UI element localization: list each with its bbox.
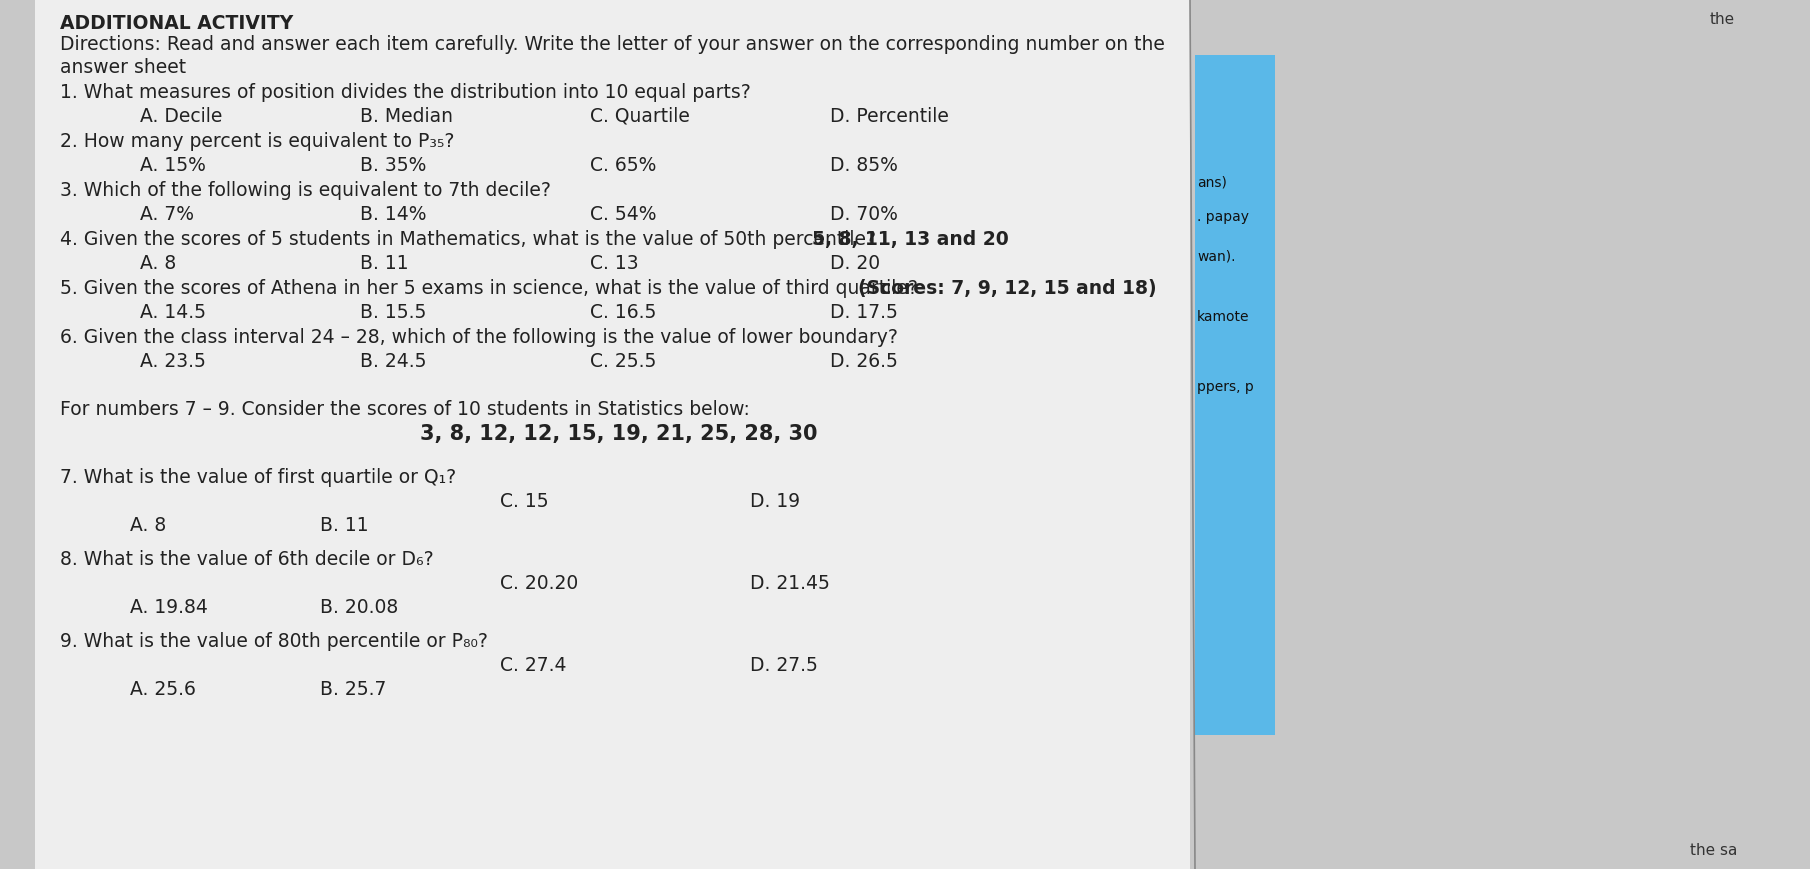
Text: 6. Given the class interval 24 – 28, which of the following is the value of lowe: 6. Given the class interval 24 – 28, whi… [60,328,898,347]
Text: A. 15%: A. 15% [139,156,206,175]
Text: 3, 8, 12, 12, 15, 19, 21, 25, 28, 30: 3, 8, 12, 12, 15, 19, 21, 25, 28, 30 [420,424,818,444]
Text: A. 7%: A. 7% [139,205,194,224]
Text: wan).: wan). [1196,250,1236,264]
Text: D. 70%: D. 70% [831,205,898,224]
Text: B. 25.7: B. 25.7 [320,680,386,699]
Text: 4. Given the scores of 5 students in Mathematics, what is the value of 50th perc: 4. Given the scores of 5 students in Mat… [60,230,881,249]
Text: B. 14%: B. 14% [360,205,427,224]
Text: D. 27.5: D. 27.5 [749,656,818,675]
Text: C. 20.20: C. 20.20 [500,574,577,593]
Text: C. 54%: C. 54% [590,205,657,224]
Text: C. 65%: C. 65% [590,156,657,175]
Text: B. 20.08: B. 20.08 [320,598,398,617]
Text: the sa: the sa [1691,843,1738,858]
Bar [1195,370,1274,470]
Text: D. 26.5: D. 26.5 [831,352,898,371]
Text: 3. Which of the following is equivalent to 7th decile?: 3. Which of the following is equivalent … [60,181,550,200]
Text: 5, 8, 11, 13 and 20: 5, 8, 11, 13 and 20 [813,230,1008,249]
Text: the: the [1710,12,1736,27]
Text: A. 8: A. 8 [130,516,167,535]
Text: D. Percentile: D. Percentile [831,107,948,126]
Text: 7. What is the value of first quartile or Q₁?: 7. What is the value of first quartile o… [60,468,456,487]
Text: kamote: kamote [1196,310,1249,324]
Text: Directions: Read and answer each item carefully. Write the letter of your answer: Directions: Read and answer each item ca… [60,35,1166,54]
Text: . papay: . papay [1196,210,1249,224]
Text: ans): ans) [1196,175,1227,189]
Text: C. 15: C. 15 [500,492,548,511]
Text: B. 35%: B. 35% [360,156,427,175]
Text: D. 19: D. 19 [749,492,800,511]
Text: D. 20: D. 20 [831,254,880,273]
Text: A. 23.5: A. 23.5 [139,352,206,371]
Text: B. 11: B. 11 [360,254,409,273]
Bar [1195,465,1274,735]
Text: 5. Given the scores of Athena in her 5 exams in science, what is the value of th: 5. Given the scores of Athena in her 5 e… [60,279,923,298]
Text: C. 25.5: C. 25.5 [590,352,657,371]
Text: A. Decile: A. Decile [139,107,223,126]
Text: B. Median: B. Median [360,107,452,126]
Text: D. 21.45: D. 21.45 [749,574,829,593]
Text: B. 11: B. 11 [320,516,369,535]
Text: 9. What is the value of 80th percentile or P₈₀?: 9. What is the value of 80th percentile … [60,632,489,651]
Text: C. 27.4: C. 27.4 [500,656,567,675]
Bar [1195,290,1274,370]
Bar [1195,55,1274,200]
Text: C. 13: C. 13 [590,254,639,273]
Text: 2. How many percent is equivalent to P₃₅?: 2. How many percent is equivalent to P₃₅… [60,132,454,151]
Text: B. 24.5: B. 24.5 [360,352,427,371]
Text: A. 8: A. 8 [139,254,176,273]
Text: C. Quartile: C. Quartile [590,107,690,126]
Bar [34,0,1189,869]
Text: 1. What measures of position divides the distribution into 10 equal parts?: 1. What measures of position divides the… [60,83,751,102]
Text: answer sheet: answer sheet [60,58,186,77]
Text: C. 16.5: C. 16.5 [590,303,657,322]
Text: (Scores: 7, 9, 12, 15 and 18): (Scores: 7, 9, 12, 15 and 18) [858,279,1157,298]
Text: B. 15.5: B. 15.5 [360,303,427,322]
Text: A. 25.6: A. 25.6 [130,680,195,699]
Text: D. 85%: D. 85% [831,156,898,175]
Text: A. 19.84: A. 19.84 [130,598,208,617]
Text: 8. What is the value of 6th decile or D₆?: 8. What is the value of 6th decile or D₆… [60,550,434,569]
Text: ADDITIONAL ACTIVITY: ADDITIONAL ACTIVITY [60,14,293,33]
Text: A. 14.5: A. 14.5 [139,303,206,322]
Text: D. 17.5: D. 17.5 [831,303,898,322]
Text: For numbers 7 – 9. Consider the scores of 10 students in Statistics below:: For numbers 7 – 9. Consider the scores o… [60,400,749,419]
Bar [1195,200,1274,290]
Text: ppers, p: ppers, p [1196,380,1254,394]
